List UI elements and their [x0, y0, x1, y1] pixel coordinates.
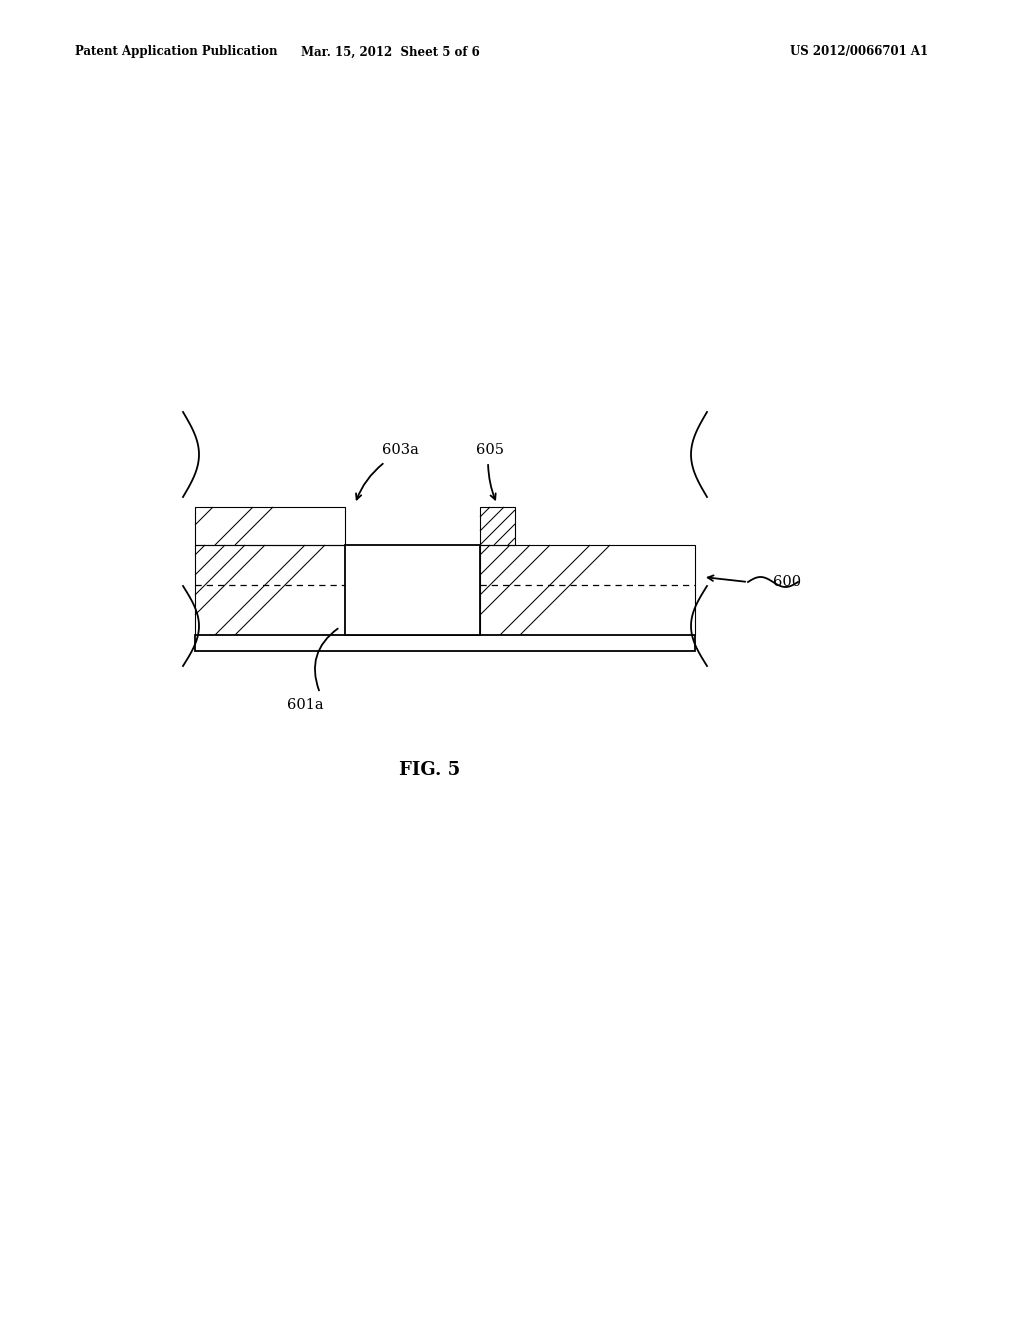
- Text: 603a: 603a: [382, 444, 419, 457]
- Text: Patent Application Publication: Patent Application Publication: [75, 45, 278, 58]
- Text: Mar. 15, 2012  Sheet 5 of 6: Mar. 15, 2012 Sheet 5 of 6: [301, 45, 479, 58]
- Text: FIG. 5: FIG. 5: [399, 762, 461, 779]
- Polygon shape: [195, 635, 695, 651]
- Text: US 2012/0066701 A1: US 2012/0066701 A1: [790, 45, 928, 58]
- Text: 601a: 601a: [287, 698, 324, 711]
- Polygon shape: [345, 545, 480, 635]
- Text: 600: 600: [773, 576, 801, 589]
- Text: 605: 605: [476, 444, 504, 457]
